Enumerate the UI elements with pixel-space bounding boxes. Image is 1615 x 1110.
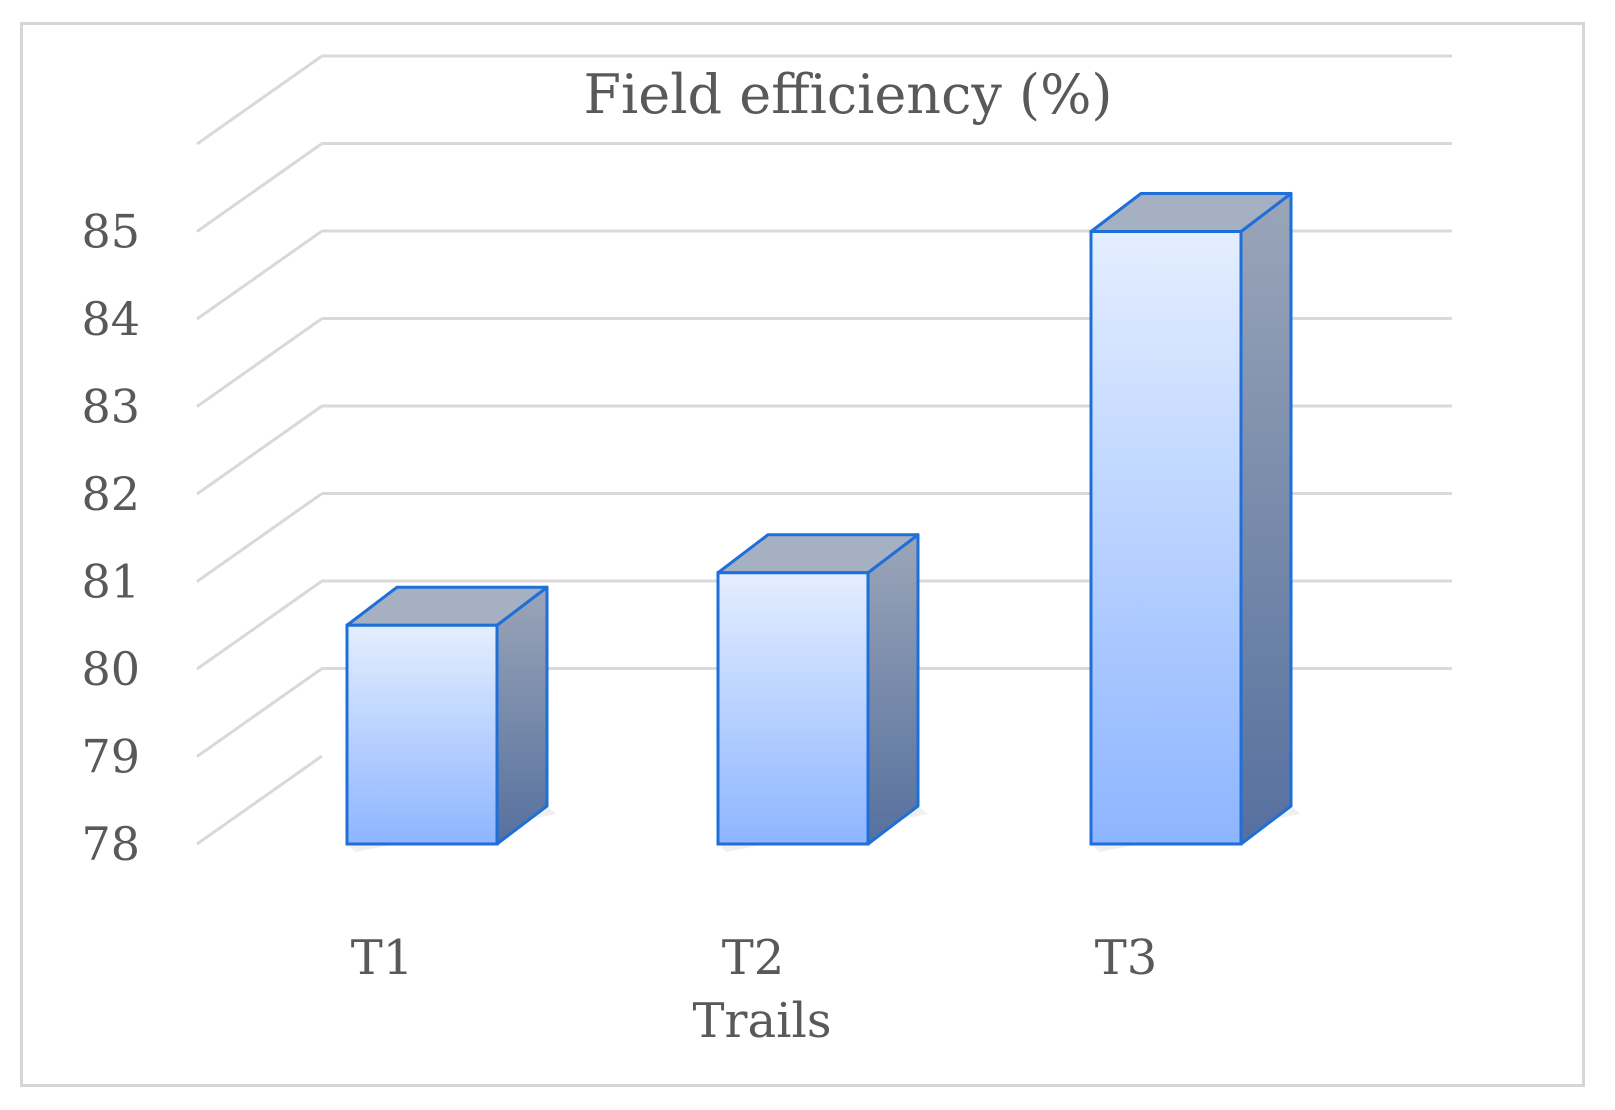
y-tick-label: 85 <box>81 205 140 259</box>
y-tick-label: 84 <box>81 292 140 346</box>
bar-side-face <box>1239 192 1293 846</box>
y-tick-label: 80 <box>81 642 140 696</box>
gridline-diagonal-85 <box>196 142 323 233</box>
bar-side-face <box>866 533 920 846</box>
x-axis-categories: T1 T2 T3 <box>351 930 1158 986</box>
bar-T3 <box>1089 192 1301 852</box>
gridline-diagonal-79 <box>196 667 323 758</box>
y-tick-label: 83 <box>81 380 140 434</box>
gridline-diagonal-83 <box>196 317 323 408</box>
bar-front-face <box>716 571 870 846</box>
x-axis-label: Trails <box>693 993 832 1049</box>
y-tick-label: 79 <box>81 730 140 784</box>
bar-T2 <box>716 533 928 852</box>
bar-side-face <box>495 585 549 846</box>
bar-front-face <box>345 623 499 846</box>
gridline-diagonal-86 <box>196 54 323 146</box>
x-category-label: T2 <box>722 930 785 986</box>
y-tick-label: 81 <box>81 555 140 609</box>
bars <box>345 192 1301 852</box>
y-tick-label: 82 <box>81 467 140 521</box>
bar-front-face <box>1089 230 1243 846</box>
gridline-diagonal-81 <box>196 492 323 583</box>
gridline-diagonal-82 <box>196 404 323 496</box>
y-axis-ticks: 78 79 80 81 82 83 84 85 <box>81 205 140 872</box>
y-tick-label: 78 <box>81 817 140 871</box>
x-category-label: T3 <box>1095 930 1158 986</box>
chart-title: Field efficiency (%) <box>584 63 1113 126</box>
gridline-diagonal-78 <box>196 754 323 846</box>
bar-T1 <box>345 585 557 852</box>
gridline-diagonal-80 <box>196 579 323 671</box>
x-category-label: T1 <box>351 930 414 986</box>
gridline-diagonal-84 <box>196 229 323 321</box>
